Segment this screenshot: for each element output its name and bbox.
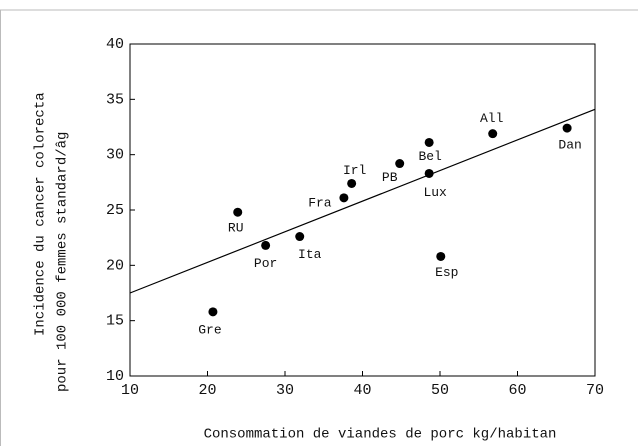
y-axis-label: pour 100 000 femmes standard/âg	[55, 132, 71, 392]
point-label: Lux	[423, 185, 447, 200]
point-label: Por	[254, 256, 277, 271]
x-tick-label: 30	[276, 382, 294, 399]
y-tick-label: 40	[106, 36, 124, 53]
point-label: Bel	[418, 149, 442, 164]
point-label: Ita	[298, 247, 322, 262]
point-label: RU	[228, 221, 244, 236]
point-label: All	[480, 111, 504, 126]
y-tick-label: 35	[106, 91, 124, 108]
y-tick-label: 15	[106, 313, 124, 330]
point	[295, 232, 305, 242]
point	[233, 207, 243, 217]
x-axis-label: Consommation de viandes de porc kg/habit…	[204, 427, 557, 443]
point	[339, 193, 349, 203]
y-axis-label: Incidence du cancer colorecta	[33, 92, 49, 336]
x-tick-label: 10	[121, 382, 139, 399]
point	[424, 168, 434, 178]
x-tick-label: 40	[353, 382, 371, 399]
point-label: Dan	[558, 138, 581, 153]
y-tick-label: 30	[106, 147, 124, 164]
point-label: Fra	[308, 195, 332, 210]
y-tick-label: 20	[106, 257, 124, 274]
y-tick-label: 25	[106, 202, 124, 219]
x-tick-label: 60	[508, 382, 526, 399]
point	[424, 137, 434, 147]
point	[261, 240, 271, 250]
point	[208, 307, 218, 317]
point	[488, 129, 498, 139]
point	[395, 159, 405, 169]
x-tick-label: 50	[431, 382, 449, 399]
y-tick-label: 10	[106, 368, 124, 385]
point	[436, 251, 446, 261]
point-label: Irl	[343, 163, 367, 178]
point	[347, 178, 357, 188]
point-label: Gre	[198, 322, 221, 337]
x-tick-label: 20	[198, 382, 216, 399]
point	[562, 123, 572, 133]
point-label: PB	[382, 170, 398, 185]
trend-line	[129, 108, 596, 294]
x-tick-label: 70	[586, 382, 604, 399]
point-label: Esp	[435, 265, 458, 280]
